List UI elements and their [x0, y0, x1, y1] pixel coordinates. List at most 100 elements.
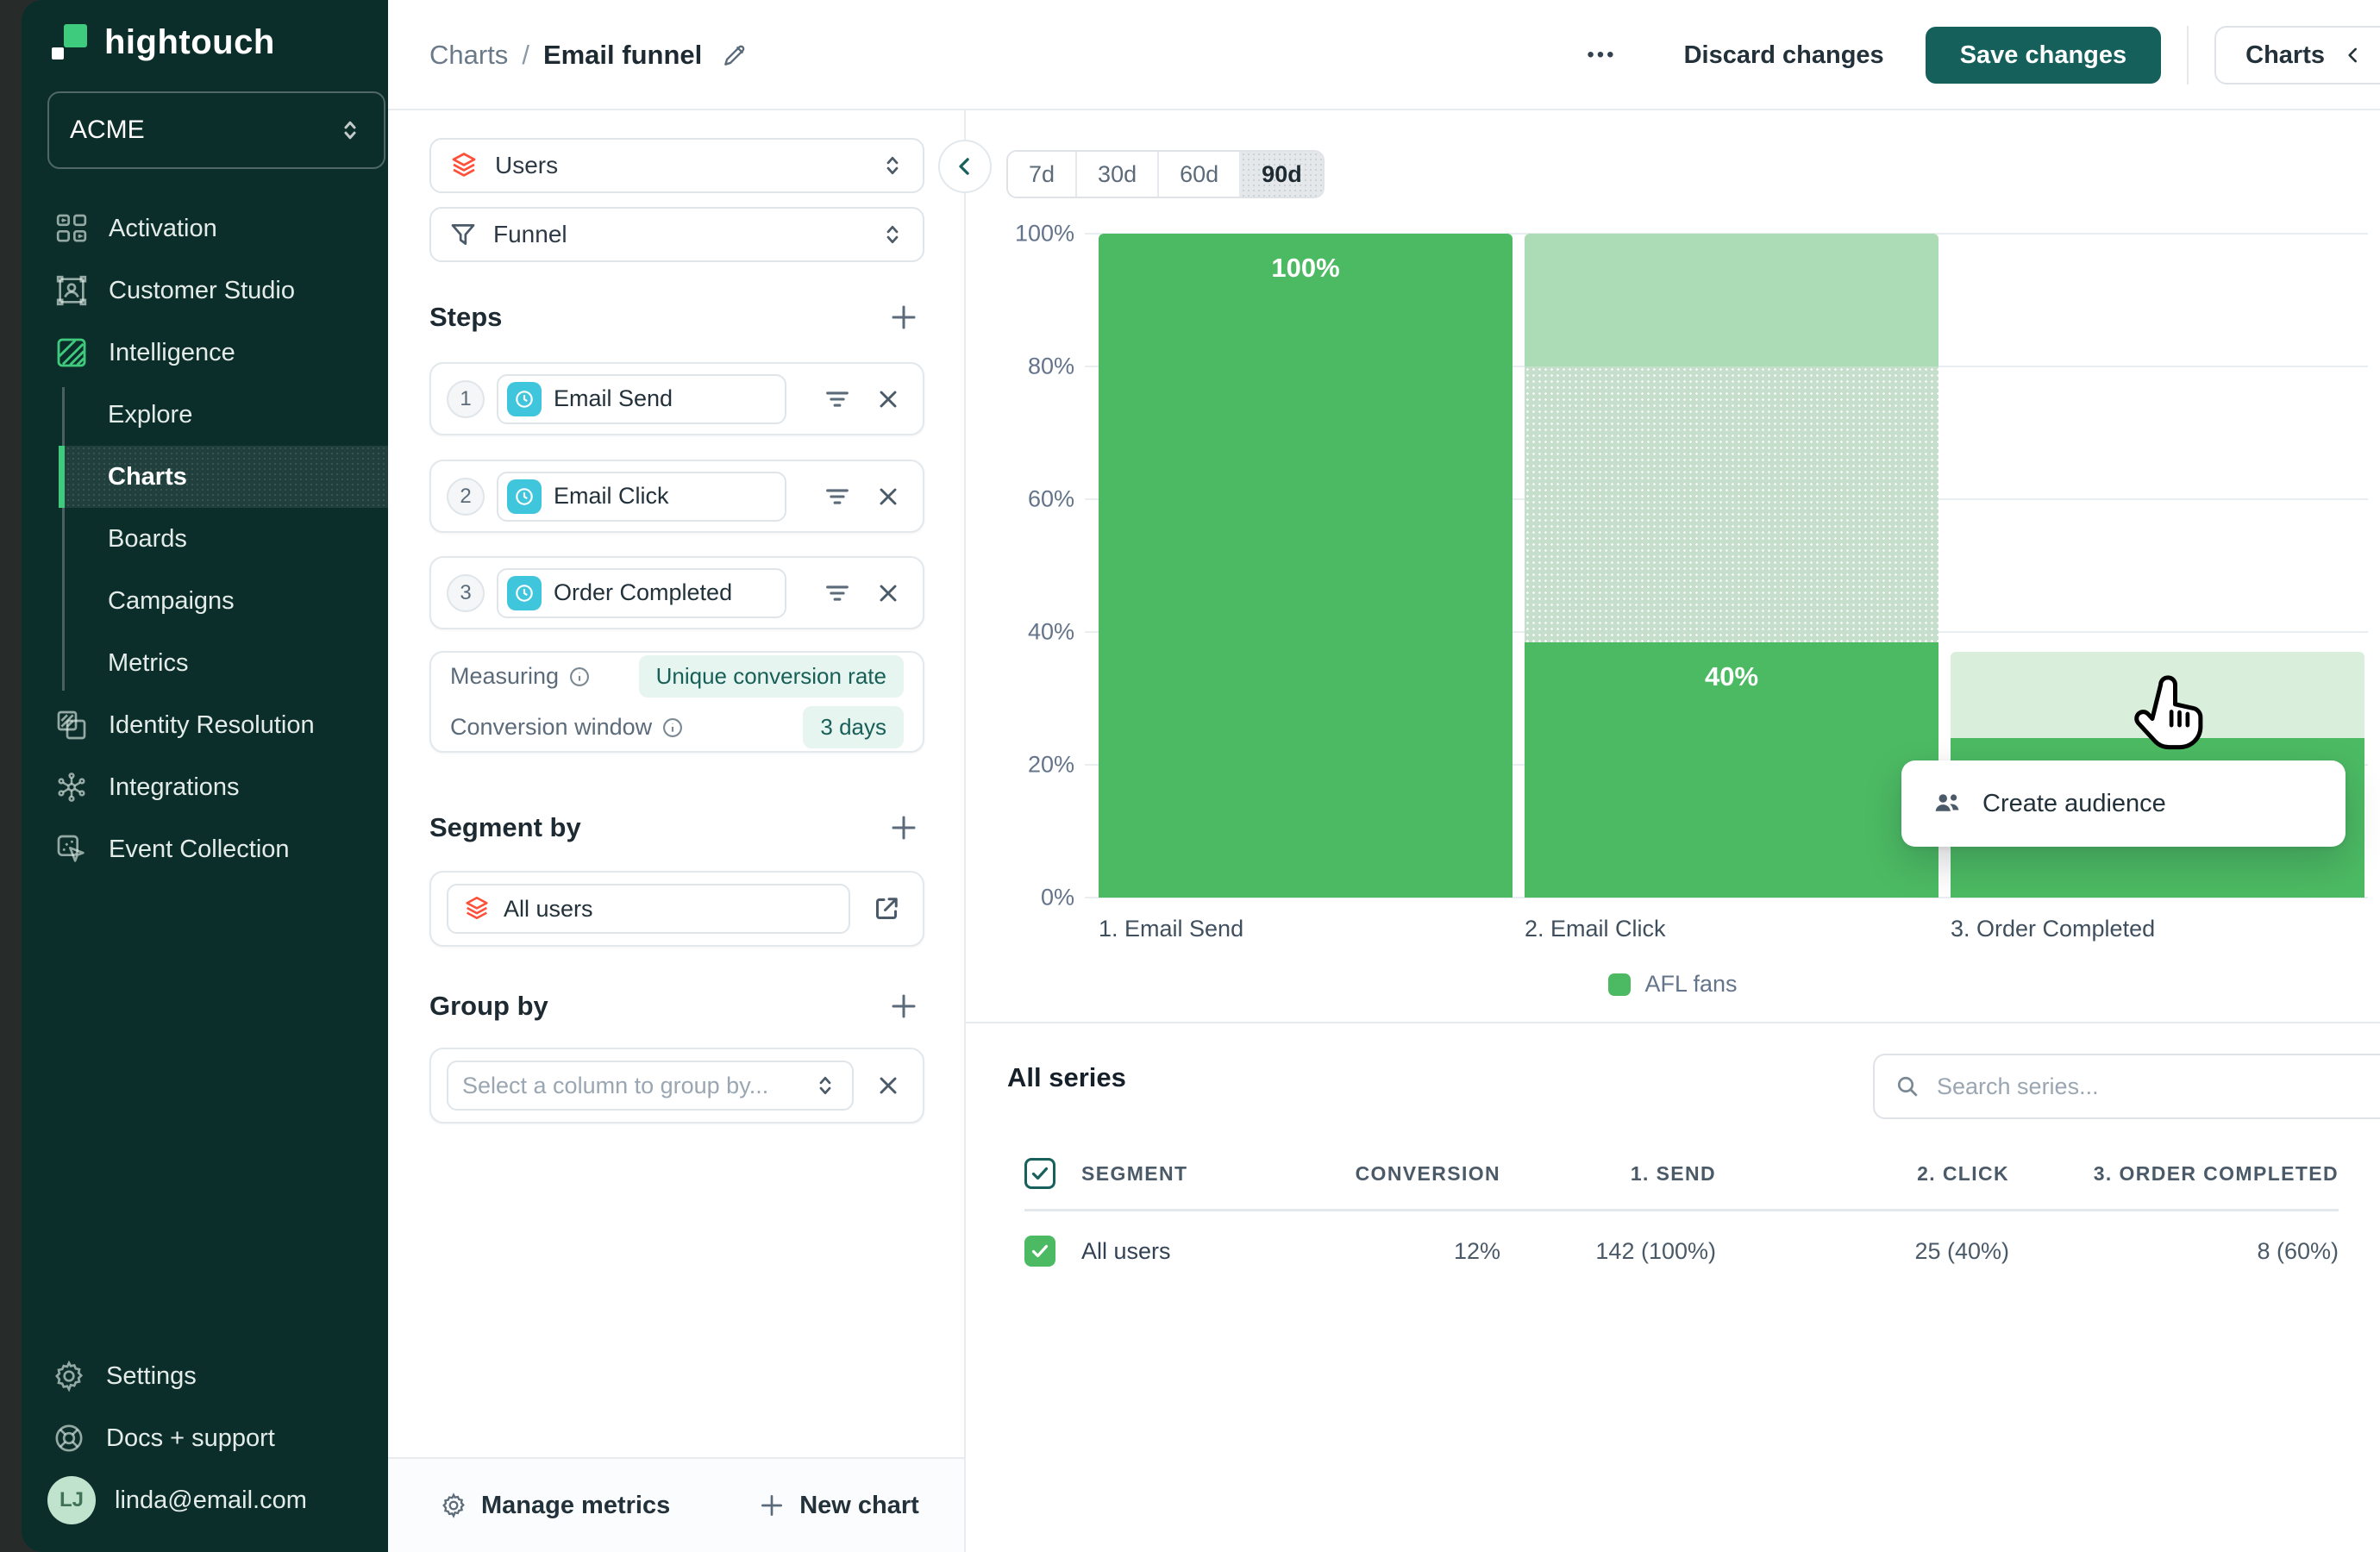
sidebar-item-identity-resolution[interactable]: Identity Resolution: [22, 694, 388, 756]
step-filter-icon[interactable]: [817, 477, 857, 516]
step-event-select[interactable]: Email Send: [497, 373, 786, 424]
add-step-button[interactable]: [883, 297, 924, 338]
header-divider: [2187, 26, 2189, 84]
value-cell: 25 (40%): [1914, 1237, 2009, 1264]
table-row: All users 12% 142 (100%) 25 (40%) 8 (60%): [1024, 1211, 2339, 1291]
segment-card: All users: [429, 871, 924, 947]
table-header-cell: 1. SEND: [1630, 1161, 1716, 1185]
sidebar-item-metrics[interactable]: Metrics: [108, 648, 189, 677]
step-remove-icon[interactable]: [869, 380, 907, 418]
range-60d[interactable]: 60d: [1159, 152, 1242, 197]
funnel-bar-segment-highlight[interactable]: [1951, 652, 2364, 739]
step-number: 1: [447, 379, 485, 418]
collapse-panel-button[interactable]: [938, 140, 992, 193]
chart-type-select[interactable]: Funnel: [429, 207, 924, 262]
sidebar-item-settings[interactable]: Settings: [22, 1345, 388, 1407]
logo-text: hightouch: [104, 22, 275, 61]
funnel-bar[interactable]: 100%: [1099, 234, 1513, 898]
sidebar-item-customer-studio[interactable]: Customer Studio: [22, 260, 388, 322]
range-30d[interactable]: 30d: [1077, 152, 1160, 197]
value-cell: 142 (100%): [1595, 1237, 1716, 1264]
group-by-select[interactable]: Select a column to group by...: [447, 1061, 854, 1111]
info-icon: [570, 666, 590, 686]
sidebar-item-integrations[interactable]: Integrations: [22, 756, 388, 818]
series-search-input[interactable]: [1935, 1072, 2380, 1101]
gridline: [1085, 897, 2368, 898]
group-remove-icon[interactable]: [869, 1067, 907, 1105]
plus-icon: [761, 1495, 783, 1516]
sidebar-item-docs-support[interactable]: Docs + support: [22, 1407, 388, 1469]
source-select[interactable]: Users: [429, 138, 924, 193]
info-icon: [663, 717, 683, 737]
user-menu[interactable]: LJ linda@email.com: [22, 1469, 388, 1531]
step-event-select[interactable]: Order Completed: [497, 567, 786, 618]
top-bar: Charts / Email funnel ••• Discard change…: [388, 0, 2380, 110]
breadcrumb-separator: /: [522, 40, 529, 70]
legend-swatch: [1608, 973, 1632, 996]
new-chart-button[interactable]: New chart: [758, 1492, 919, 1520]
manage-metrics-button[interactable]: Manage metrics: [440, 1492, 670, 1520]
add-group-button[interactable]: [883, 986, 924, 1027]
integrations-icon: [53, 769, 90, 805]
config-footer: Manage metrics New chart: [388, 1457, 964, 1552]
sidebar-item-label: Activation: [109, 214, 217, 242]
charts-panel-toggle[interactable]: Charts: [2214, 26, 2380, 84]
range-7d[interactable]: 7d: [1008, 152, 1078, 197]
y-axis-tick: 20%: [1027, 751, 1074, 778]
edit-title-icon[interactable]: [716, 36, 754, 74]
y-axis-tick: 80%: [1027, 353, 1074, 379]
workspace-selector[interactable]: ACME: [47, 91, 385, 169]
discard-changes-button[interactable]: Discard changes: [1683, 41, 1884, 69]
sidebar-item-campaigns[interactable]: Campaigns: [108, 586, 235, 615]
breadcrumb-charts-link[interactable]: Charts: [429, 40, 509, 70]
sidebar-item-charts[interactable]: Charts: [59, 446, 388, 508]
funnel-bar-segment-dotted[interactable]: [1525, 366, 1938, 642]
measuring-value-pill[interactable]: Unique conversion rate: [638, 655, 904, 698]
select-all-checkbox[interactable]: [1024, 1158, 1055, 1189]
sidebar-item-explore[interactable]: Explore: [108, 400, 193, 429]
funnel-bar-segment-solid[interactable]: 40%: [1525, 641, 1938, 898]
series-checkbox[interactable]: [1024, 1236, 1055, 1267]
sidebar-item-activation[interactable]: Activation: [22, 197, 388, 260]
activation-icon: [53, 210, 90, 247]
x-axis-label: 3. Order Completed: [1951, 916, 2156, 942]
more-menu-button[interactable]: •••: [1587, 43, 1617, 66]
funnel-bar-segment-solid[interactable]: 100%: [1099, 234, 1513, 898]
funnel-bar-segment-light[interactable]: [1525, 234, 1938, 366]
open-segment-icon[interactable]: [866, 888, 907, 929]
conversion-window-pill[interactable]: 3 days: [803, 706, 904, 748]
range-90d[interactable]: 90d: [1241, 152, 1323, 197]
event-clock-icon: [507, 479, 542, 514]
funnel-bar[interactable]: 40%: [1525, 234, 1938, 898]
sidebar-item-boards[interactable]: Boards: [108, 524, 187, 553]
section-divider: [966, 1022, 2380, 1023]
step-event-select[interactable]: Email Click: [497, 471, 786, 522]
all-series-title: All series: [1007, 1062, 1126, 1092]
step-remove-icon[interactable]: [869, 478, 907, 516]
active-indicator: [59, 446, 65, 508]
sidebar-item-intelligence[interactable]: Intelligence: [22, 322, 388, 384]
group-card: Select a column to group by...: [429, 1048, 924, 1123]
chevron-updown-icon: [819, 1076, 831, 1095]
event-collection-icon: [53, 831, 90, 867]
event-clock-icon: [507, 575, 542, 610]
add-segment-button[interactable]: [883, 807, 924, 848]
segment-select[interactable]: All users: [447, 884, 850, 934]
step-remove-icon[interactable]: [869, 574, 907, 612]
table-header-cell: 2. CLICK: [1917, 1161, 2009, 1185]
step-filter-icon[interactable]: [817, 379, 857, 419]
step-filter-icon[interactable]: [817, 573, 857, 613]
save-changes-button[interactable]: Save changes: [1925, 27, 2162, 84]
value-cell: 12%: [1453, 1237, 1500, 1264]
step-card-1: 1 Email Send: [429, 362, 924, 435]
chevron-updown-icon: [886, 156, 899, 175]
topbar-actions: ••• Discard changes Save changes Charts: [1569, 0, 2380, 110]
gridline: [1085, 366, 2368, 367]
create-audience-popover[interactable]: Create audience: [1901, 760, 2346, 847]
workspace-name: ACME: [70, 116, 145, 144]
sidebar-item-event-collection[interactable]: Event Collection: [22, 818, 388, 880]
breadcrumb: Charts / Email funnel: [429, 0, 754, 110]
event-clock-icon: [507, 381, 542, 416]
table-header-divider: [1024, 1209, 2339, 1211]
segment-cell: All users: [1081, 1237, 1171, 1264]
